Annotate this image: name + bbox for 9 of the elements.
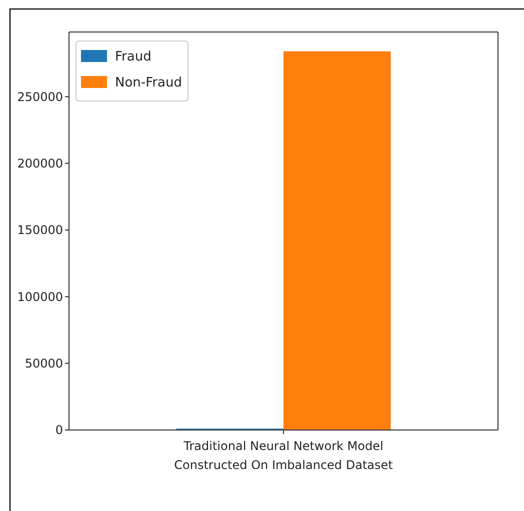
y-tick-label: 100000 [17, 290, 63, 304]
y-tick-label: 250000 [17, 90, 63, 104]
y-tick-label: 150000 [17, 223, 63, 238]
y-tick-label: 50000 [24, 356, 63, 371]
legend-label: Fraud [115, 50, 152, 65]
legend-label: Non-Fraud [115, 76, 182, 91]
y-tick-label: 0 [55, 423, 63, 438]
y-tick-label: 200000 [17, 156, 63, 171]
x-tick-label: Traditional Neural Network Model Constructed On Imbalanced Dataset [174, 439, 394, 472]
